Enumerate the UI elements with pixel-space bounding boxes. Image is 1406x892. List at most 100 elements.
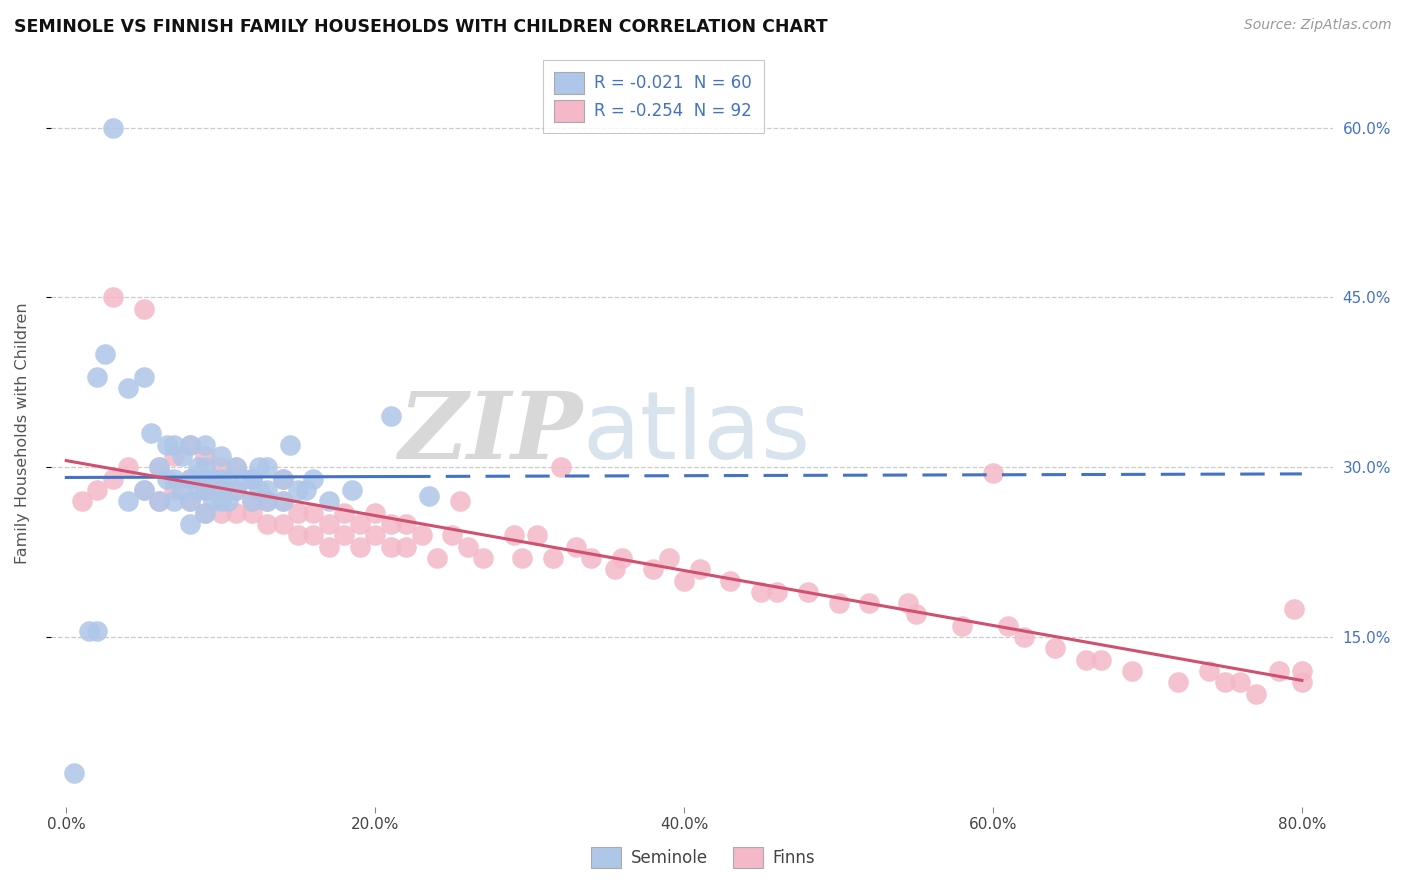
Point [194,483,217,497]
Point [156,437,179,451]
Point [148,494,170,508]
Point [179,472,201,486]
Legend: R = -0.021  N = 60, R = -0.254  N = 92: R = -0.021 N = 60, R = -0.254 N = 92 [543,61,763,133]
Point [163,483,186,497]
Point [94,347,117,361]
Point [240,494,263,508]
Point [1244,687,1267,701]
Point [225,483,247,497]
Point [101,290,124,304]
Point [333,528,356,542]
Point [225,460,247,475]
Point [333,506,356,520]
Point [340,483,363,497]
Point [278,437,301,451]
Point [117,381,139,395]
Point [179,437,201,451]
Point [981,466,1004,480]
Point [240,494,263,508]
Point [271,494,294,508]
Point [209,449,232,463]
Point [472,550,495,565]
Point [541,550,564,565]
Point [349,516,371,531]
Text: atlas: atlas [583,387,811,479]
Point [79,624,101,639]
Point [271,472,294,486]
Point [318,516,340,531]
Point [209,506,232,520]
Point [1291,675,1313,690]
Point [526,528,548,542]
Point [658,550,681,565]
Point [318,494,340,508]
Point [132,369,155,384]
Point [411,528,433,542]
Point [179,472,201,486]
Point [172,449,194,463]
Point [294,483,316,497]
Point [148,494,170,508]
Point [827,596,849,610]
Point [749,584,772,599]
Point [318,540,340,554]
Point [395,516,418,531]
Point [194,437,217,451]
Point [349,540,371,554]
Point [302,506,325,520]
Point [225,460,247,475]
Point [1090,653,1112,667]
Point [720,574,742,588]
Point [209,494,232,508]
Point [302,528,325,542]
Point [1012,630,1035,644]
Point [232,472,254,486]
Point [689,562,711,576]
Point [1167,675,1189,690]
Point [1291,664,1313,678]
Point [194,506,217,520]
Point [441,528,464,542]
Point [240,472,263,486]
Point [673,574,696,588]
Point [550,460,572,475]
Point [271,472,294,486]
Point [449,494,471,508]
Point [364,506,387,520]
Point [997,619,1019,633]
Point [1121,664,1143,678]
Point [256,460,278,475]
Point [565,540,588,554]
Point [194,483,217,497]
Point [156,472,179,486]
Point [1267,664,1289,678]
Point [179,494,201,508]
Point [201,494,224,508]
Point [187,460,209,475]
Point [194,506,217,520]
Point [612,550,634,565]
Point [132,483,155,497]
Point [796,584,818,599]
Legend: Seminole, Finns: Seminole, Finns [583,840,823,875]
Point [643,562,665,576]
Point [209,483,232,497]
Point [240,506,263,520]
Point [287,528,309,542]
Point [217,472,239,486]
Point [86,483,108,497]
Point [256,494,278,508]
Text: Source: ZipAtlas.com: Source: ZipAtlas.com [1244,18,1392,32]
Point [240,472,263,486]
Point [418,489,440,503]
Y-axis label: Family Households with Children: Family Households with Children [15,302,30,564]
Point [1213,675,1236,690]
Point [364,528,387,542]
Point [141,426,163,441]
Point [858,596,880,610]
Point [117,494,139,508]
Point [163,449,186,463]
Text: SEMINOLE VS FINNISH FAMILY HOUSEHOLDS WITH CHILDREN CORRELATION CHART: SEMINOLE VS FINNISH FAMILY HOUSEHOLDS WI… [14,18,828,36]
Point [287,483,309,497]
Point [163,437,186,451]
